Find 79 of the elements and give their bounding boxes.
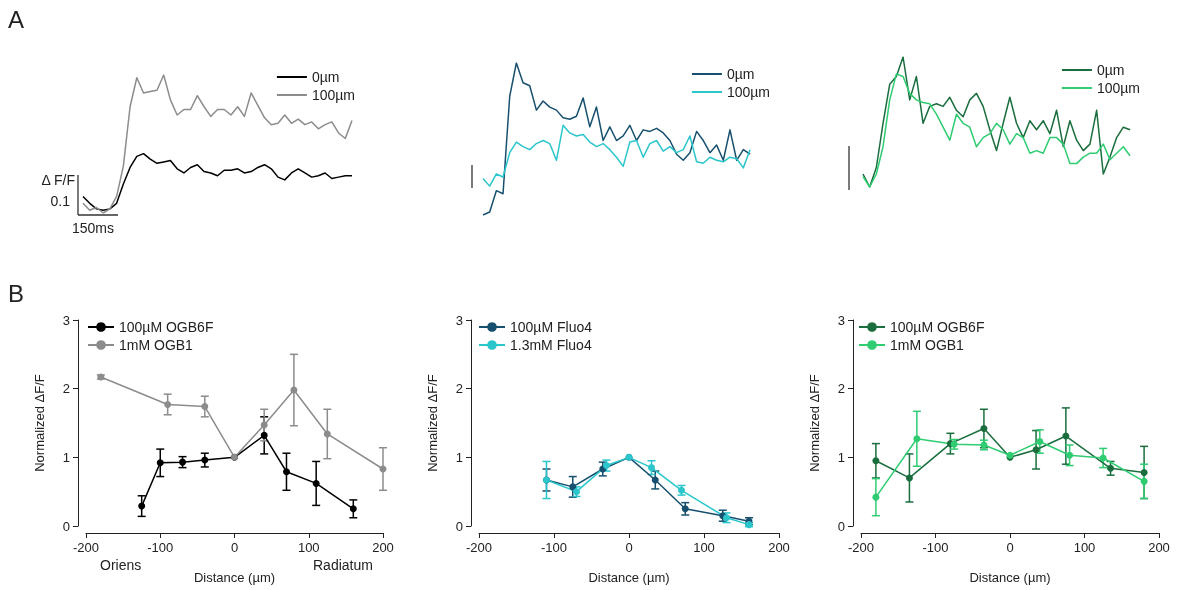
text: A [8,6,25,34]
y-tick-label: 1 [455,449,463,465]
x-tick-label: -200 [847,540,875,555]
y-tick-label: 2 [62,381,70,397]
point [312,479,320,487]
x-tick-label: 0 [1006,540,1014,555]
y-axis-title: Normalized ΔF/F [32,374,47,472]
point [980,424,988,432]
legend-label: 1.3mM Fluo4 [510,337,592,353]
legend-label: 0µm [311,69,340,85]
point [1140,468,1148,476]
point [1032,446,1040,454]
point [349,505,357,513]
y-tick-label: 0 [455,518,463,534]
point [201,403,209,411]
y-tick-label: 3 [455,312,463,328]
text: Oriens [100,557,142,573]
y-tick-label: 3 [837,312,845,328]
point [260,431,268,439]
text: 150ms [72,220,115,236]
x-tick-label: -100 [540,540,568,555]
x-tick-label: -100 [147,540,174,555]
x-tick-label: -200 [465,540,493,555]
point [872,457,880,465]
point [138,502,146,510]
text: 0.1 [50,193,70,209]
x-tick-label: 0 [625,540,633,555]
point [164,400,172,408]
x-tick-label: 0 [230,540,239,555]
x-tick-label: 100 [297,540,320,555]
point [1107,464,1115,472]
text: Radiatum [313,557,373,573]
x-tick-label: 200 [372,540,394,555]
point [913,435,921,443]
point [1036,438,1044,446]
point [905,474,913,482]
x-tick-label: 100 [1073,540,1096,555]
y-tick-label: 0 [837,518,845,534]
point [201,456,209,464]
point [569,483,577,491]
y-axis-title: Normalized ΔF/F [807,374,822,472]
legend-label: 100µM Fluo4 [510,319,593,335]
x-tick-label: 200 [768,540,790,555]
point [651,476,659,484]
point [323,430,331,438]
x-axis-title: Distance (µm) [588,570,670,585]
legend-label: 0µm [726,66,755,82]
y-axis-title: Normalized ΔF/F [425,374,440,472]
legend-label: 100µM OGB6F [119,319,214,335]
point [872,493,880,501]
y-tick-label: 3 [62,312,70,328]
legend-label: 0µm [1096,62,1125,78]
point [260,421,268,429]
y-tick-label: 2 [455,381,463,397]
legend-label: 1mM OGB1 [890,337,965,353]
legend-label: 100µM OGB6F [890,319,985,335]
point [282,468,290,476]
text: Δ F/F [41,172,75,188]
x-tick-label: -100 [922,540,949,555]
y-tick-label: 1 [62,449,70,465]
y-tick-label: 2 [837,381,845,397]
point [1140,477,1148,485]
legend-label: 100µm [726,84,771,100]
x-tick-label: -200 [72,540,100,555]
point [156,459,164,467]
y-tick-label: 1 [837,449,845,465]
y-tick-label: 0 [62,518,70,534]
legend-label: 100µm [1096,80,1141,96]
point [1066,451,1074,459]
legend-label: 1mM OGB1 [119,337,194,353]
x-tick-label: 100 [693,540,715,555]
x-axis-title: Distance (µm) [969,570,1051,585]
point [1062,432,1070,440]
point [681,505,689,513]
legend-label: 100µm [311,87,356,103]
x-axis-title: Distance (µm) [193,570,276,585]
x-tick-label: 200 [1148,540,1170,555]
text: B [8,280,25,308]
point [648,464,655,472]
